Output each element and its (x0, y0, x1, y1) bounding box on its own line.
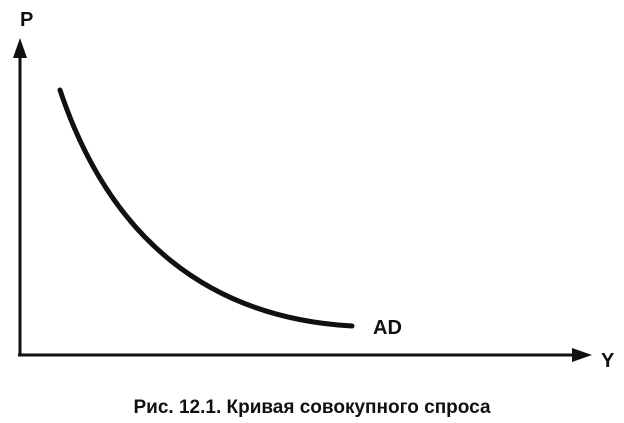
caption: Рис. 12.1. Кривая совокупного спроса (133, 397, 490, 418)
x-axis-arrow (572, 348, 592, 362)
curve-label: AD (373, 317, 402, 339)
y-axis-arrow (13, 38, 27, 58)
x-axis-label: Y (601, 350, 615, 372)
y-axis-label: P (20, 9, 33, 31)
ad-curve (57, 87, 355, 329)
